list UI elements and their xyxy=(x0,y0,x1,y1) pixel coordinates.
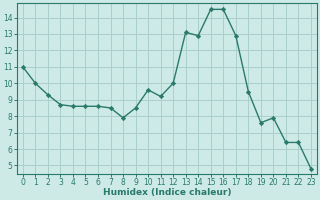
X-axis label: Humidex (Indice chaleur): Humidex (Indice chaleur) xyxy=(103,188,231,197)
